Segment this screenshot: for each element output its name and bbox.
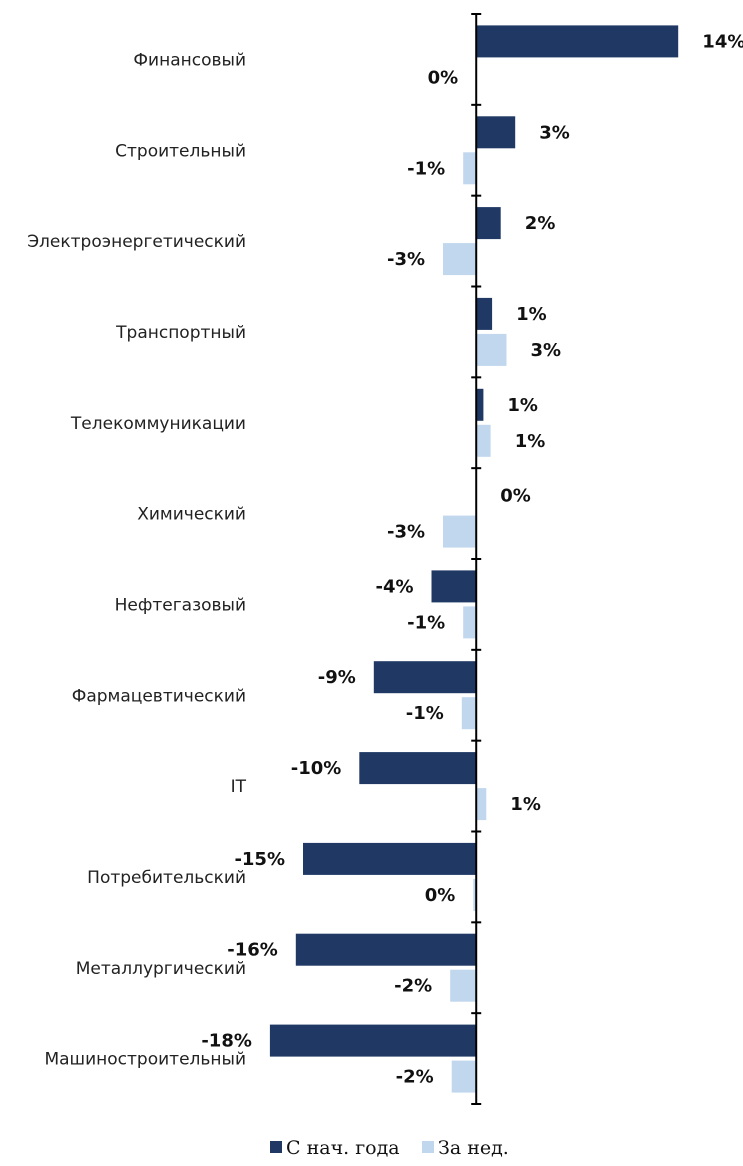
value-label-ytd-5: 0%	[500, 486, 531, 507]
category-label-металлургический: Металлургический	[76, 959, 246, 979]
value-label-week-5: -3%	[387, 522, 425, 543]
category-label-it: IT	[231, 777, 247, 797]
legend-label-week: За нед.	[438, 1137, 509, 1159]
bar-week-4	[476, 424, 491, 457]
value-label-ytd-1: 3%	[539, 122, 570, 143]
category-labels: Финансовый Строительный Электроэнергетичес…	[27, 50, 246, 1069]
category-label-машиностроительный: Машиностроительный	[44, 1050, 246, 1070]
value-label-ytd-10: -16%	[227, 940, 278, 961]
bar-week-8	[476, 788, 487, 821]
value-axis	[471, 13, 482, 1105]
bar-week-9	[473, 878, 477, 911]
bar-ytd-10	[295, 933, 477, 966]
bar-week-11	[451, 1060, 477, 1093]
value-labels: 14% 0% 3% -1% 2% -3% 1% 3% 1% 1% 0% -3% -4% -1% -9% -1%…	[201, 31, 743, 1087]
value-label-week-1: -1%	[407, 158, 445, 179]
bar-ytd-1	[476, 116, 516, 149]
value-label-week-7: -1%	[406, 703, 444, 724]
value-label-week-2: -3%	[387, 249, 425, 270]
bar-ytd-4	[476, 388, 484, 421]
bar-week-7	[461, 697, 477, 730]
value-label-week-11: -2%	[396, 1067, 434, 1088]
bar-week-3	[476, 333, 507, 366]
bar-week-6	[463, 606, 477, 639]
category-label-электроэнергетический: Электроэнергетический	[27, 232, 246, 252]
legend: С нач. года За нед.	[270, 1137, 509, 1159]
bar-ytd-0	[476, 25, 679, 58]
bars	[269, 25, 679, 1093]
category-label-строительный: Строительный	[115, 141, 246, 161]
bar-ytd-6	[431, 570, 477, 603]
legend-swatch-week	[422, 1141, 434, 1153]
category-label-нефтегазовый: Нефтегазовый	[115, 595, 246, 615]
value-label-week-6: -1%	[407, 612, 445, 633]
value-label-week-4: 1%	[515, 431, 546, 452]
category-label-фармацевтический: Фармацевтический	[72, 686, 246, 706]
bar-ytd-7	[373, 661, 477, 694]
category-label-финансовый: Финансовый	[133, 50, 246, 70]
value-label-ytd-2: 2%	[525, 213, 556, 234]
legend-swatch-ytd	[270, 1141, 282, 1153]
category-label-транспортный: Транспортный	[115, 323, 246, 343]
bar-ytd-9	[303, 842, 477, 875]
bar-week-5	[443, 515, 477, 548]
bar-ytd-8	[359, 752, 477, 785]
category-label-химический: Химический	[137, 505, 246, 525]
value-label-ytd-11: -18%	[201, 1031, 252, 1052]
category-label-потребительский: Потребительский	[87, 868, 246, 888]
value-label-ytd-4: 1%	[507, 395, 538, 416]
legend-label-ytd: С нач. года	[286, 1137, 400, 1159]
value-label-ytd-3: 1%	[516, 304, 547, 325]
value-label-ytd-9: -15%	[234, 849, 285, 870]
bar-week-1	[463, 152, 477, 185]
bar-ytd-3	[476, 297, 493, 330]
value-label-ytd-6: -4%	[375, 576, 413, 597]
bar-ytd-11	[269, 1024, 477, 1057]
bar-ytd-2	[476, 207, 501, 240]
value-label-ytd-7: -9%	[318, 667, 356, 688]
value-label-week-10: -2%	[394, 976, 432, 997]
value-label-ytd-8: -10%	[291, 758, 342, 779]
value-label-week-8: 1%	[510, 794, 541, 815]
bar-week-10	[450, 969, 477, 1002]
value-label-week-3: 3%	[531, 340, 562, 361]
value-label-week-0: 0%	[428, 67, 459, 88]
category-label-телекоммуникации: Телекоммуникации	[70, 414, 246, 434]
value-label-week-9: 0%	[425, 885, 456, 906]
value-label-ytd-0: 14%	[702, 31, 743, 52]
bar-week-2	[443, 243, 477, 276]
